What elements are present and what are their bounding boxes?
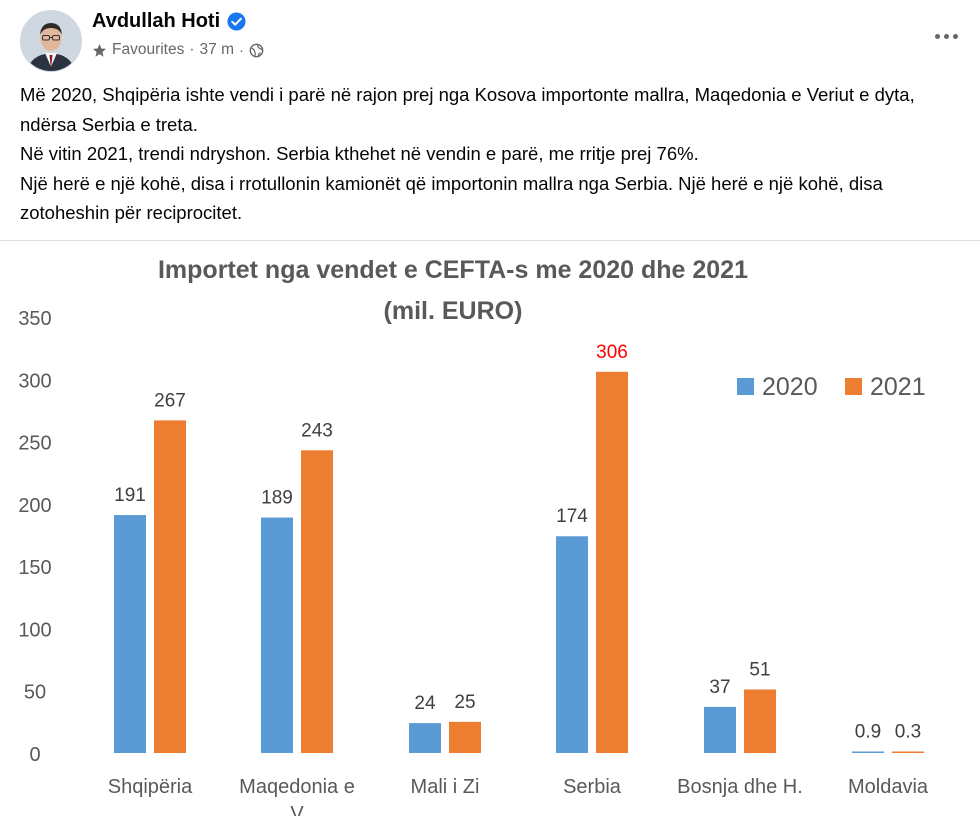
chart-subtitle: (mil. EURO) bbox=[384, 297, 523, 325]
chart-image[interactable]: Importet nga vendet e CEFTA-s me 2020 dh… bbox=[0, 241, 980, 821]
x-tick-label: Shqipëria bbox=[108, 776, 193, 798]
y-tick-label: 0 bbox=[29, 744, 40, 766]
post-text-line: Në vitin 2021, trendi ndryshon. Serbia k… bbox=[20, 143, 699, 164]
data-label: 243 bbox=[301, 420, 333, 441]
data-label: 174 bbox=[556, 506, 588, 527]
y-tick-label: 200 bbox=[18, 495, 51, 517]
post-text-line: Një herë e një kohë, disa i rrotullonin … bbox=[20, 172, 883, 224]
globe-icon[interactable] bbox=[249, 43, 264, 58]
x-tick-label: Bosnja dhe H. bbox=[677, 776, 803, 798]
data-label: 25 bbox=[454, 692, 475, 713]
divider bbox=[0, 240, 980, 241]
x-tick-label: Mali i Zi bbox=[411, 776, 480, 798]
star-icon bbox=[92, 43, 107, 57]
avatar-portrait-icon bbox=[21, 11, 81, 71]
data-label: 191 bbox=[114, 485, 146, 506]
bar-2020-4 bbox=[556, 536, 588, 753]
verified-badge-icon bbox=[227, 12, 246, 31]
more-options-button[interactable] bbox=[926, 18, 966, 54]
x-tick-label: Serbia bbox=[563, 776, 622, 798]
data-label: 0.3 bbox=[895, 722, 921, 743]
bar-2021-3 bbox=[449, 721, 481, 753]
bar-2021-4 bbox=[596, 371, 628, 753]
data-label: 189 bbox=[261, 488, 293, 509]
bar-2020-1 bbox=[114, 515, 146, 753]
author-name[interactable]: Avdullah Hoti bbox=[92, 10, 221, 32]
legend: 2020 2021 bbox=[737, 373, 926, 401]
legend-swatch-2021 bbox=[845, 378, 862, 395]
bar-chart: Importet nga vendet e CEFTA-s me 2020 dh… bbox=[18, 256, 929, 821]
y-tick-label: 150 bbox=[18, 557, 51, 579]
y-tick-label: 50 bbox=[24, 682, 46, 704]
bar-2020-2 bbox=[261, 517, 293, 753]
legend-label-2021: 2021 bbox=[870, 373, 926, 401]
bar-2021-1 bbox=[154, 420, 186, 753]
data-label: 306 bbox=[596, 342, 628, 363]
y-axis: 0 50 100 150 200 250 300 350 bbox=[18, 308, 51, 766]
x-tick-label: Moldavia bbox=[848, 776, 929, 798]
y-tick-label: 350 bbox=[18, 308, 51, 330]
post-text: Më 2020, Shqipëria ishte vendi i parë në… bbox=[20, 80, 965, 228]
post-header: Avdullah Hoti Favourites · 37 m · bbox=[0, 0, 980, 80]
post-meta: Favourites · 37 m · bbox=[92, 41, 264, 59]
x-axis: Shqipëria Maqedonia e V Mali i Zi Serbia Bosn… bbox=[108, 776, 929, 821]
more-options-icon-dot bbox=[952, 33, 958, 39]
y-tick-label: 100 bbox=[18, 619, 51, 641]
bar-2021-6 bbox=[892, 751, 924, 753]
meta-separator-dot: · bbox=[239, 41, 245, 59]
bar-2020-3 bbox=[409, 723, 441, 753]
data-label: 51 bbox=[749, 659, 770, 680]
data-label: 267 bbox=[154, 390, 186, 411]
x-tick-label: Maqedonia e bbox=[239, 776, 355, 798]
y-tick-label: 300 bbox=[18, 370, 51, 392]
data-label: 0.9 bbox=[855, 722, 881, 743]
x-tick-label: V bbox=[290, 803, 304, 816]
chart-title: Importet nga vendet e CEFTA-s me 2020 dh… bbox=[158, 256, 748, 284]
meta-separator: · bbox=[189, 41, 195, 58]
audience-label[interactable]: Favourites bbox=[112, 41, 185, 58]
data-label: 37 bbox=[709, 677, 730, 698]
avatar[interactable] bbox=[20, 10, 82, 72]
more-options-icon-dot bbox=[943, 33, 949, 39]
legend-label-2020: 2020 bbox=[762, 373, 818, 401]
bars: 191 189 24 174 37 0.9 267 243 25 306 51 0.3 bbox=[114, 342, 924, 753]
post-time[interactable]: 37 m bbox=[199, 41, 235, 58]
y-tick-label: 250 bbox=[18, 433, 51, 455]
bar-2020-5 bbox=[704, 706, 736, 753]
data-label: 24 bbox=[414, 693, 436, 714]
legend-swatch-2020 bbox=[737, 378, 754, 395]
post-text-line: Më 2020, Shqipëria ishte vendi i parë në… bbox=[20, 84, 915, 135]
bar-2021-2 bbox=[301, 450, 333, 753]
bar-2021-5 bbox=[744, 689, 776, 753]
more-options-icon bbox=[934, 33, 940, 39]
bar-2020-6 bbox=[852, 751, 884, 753]
